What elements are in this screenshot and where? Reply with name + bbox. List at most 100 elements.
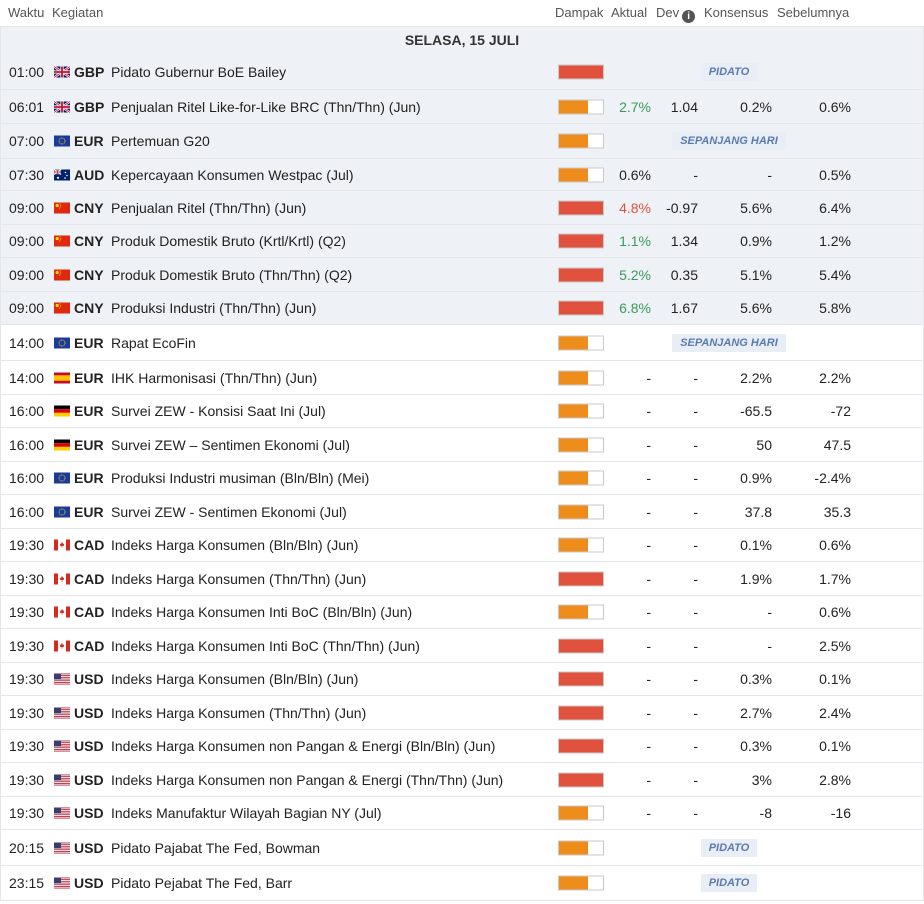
table-row[interactable]: 19:30 USD Indeks Harga Konsumen (Bln/Bln) … (0, 663, 924, 696)
previous-value: 0.1% (819, 671, 851, 687)
event-name[interactable]: Indeks Harga Konsumen (Bln/Bln) (Jun) (111, 537, 359, 553)
table-row[interactable]: 09:00 CNY Penjualan Ritel (Thn/Thn) (Jun) 4… (0, 191, 924, 225)
table-row[interactable]: 16:00 EUR Produksi Industri musiman (Bln/B… (0, 462, 924, 495)
table-row[interactable]: 19:30 CAD Indeks Harga Konsumen (Bln/Bln) … (0, 529, 924, 562)
table-row[interactable]: 19:30 CAD Indeks Harga Konsumen Inti BoC (… (0, 596, 924, 629)
event-time: 20:15 (9, 839, 45, 856)
event-name[interactable]: Rapat EcoFin (111, 334, 196, 351)
table-row[interactable]: 14:00 EUR Rapat EcoFin SEPANJANG HARI (0, 325, 924, 361)
currency-code: GBP (74, 63, 105, 80)
impact-fill (559, 65, 603, 78)
event-time: 19:30 (9, 637, 45, 654)
deviation-value: - (693, 771, 698, 788)
table-row[interactable]: 19:30 CAD Indeks Harga Konsumen (Thn/Thn) … (0, 562, 924, 596)
event-name[interactable]: Penjualan Ritel (Thn/Thn) (Jun) (111, 199, 307, 216)
table-row[interactable]: 19:30 USD Indeks Manufaktur Wilayah Bagian… (0, 797, 924, 830)
table-row[interactable]: 16:00 EUR Survei ZEW - Konsisi Saat Ini (J… (0, 395, 924, 428)
currency-code: AUD (74, 166, 105, 183)
table-row[interactable]: 06:01 GBP Penjualan Ritel Like-for-Like BR… (0, 90, 924, 124)
event-name[interactable]: Indeks Harga Konsumen Inti BoC (Bln/Bln)… (111, 604, 413, 620)
event-name[interactable]: Indeks Harga Konsumen (Thn/Thn) (Jun) (111, 704, 367, 721)
consensus-value: 0.1% (740, 537, 772, 553)
table-row[interactable]: 09:00 CNY Produksi Industri (Thn/Thn) (Jun… (0, 292, 924, 325)
event-name[interactable]: Produk Domestik Bruto (Krtl/Krtl) (Q2) (111, 233, 346, 249)
event-name[interactable]: Indeks Harga Konsumen non Pangan & Energ… (111, 771, 504, 788)
flag-eu-icon (54, 135, 70, 147)
table-row[interactable]: 16:00 EUR Survei ZEW - Sentimen Ekonomi (J… (0, 495, 924, 529)
deviation-value: - (693, 436, 698, 453)
event-name[interactable]: Survei ZEW - Sentimen Ekonomi (Jul) (111, 503, 347, 520)
event-name[interactable]: Penjualan Ritel Like-for-Like BRC (Thn/T… (111, 98, 421, 115)
currency-code: USD (74, 738, 104, 754)
consensus-value: -8 (759, 805, 772, 821)
table-row[interactable]: 19:30 CAD Indeks Harga Konsumen Inti BoC (… (0, 629, 924, 663)
flag-ca-icon (54, 606, 70, 618)
deviation-value: - (693, 604, 698, 620)
currency-code: USD (74, 671, 104, 687)
date-header: SELASA, 15 JULI (0, 26, 924, 54)
event-time: 09:00 (9, 300, 45, 316)
flag-gb-icon (54, 66, 70, 77)
actual-value: - (646, 671, 651, 687)
event-name[interactable]: Survei ZEW – Sentimen Ekonomi (Jul) (111, 436, 350, 453)
event-name[interactable]: Indeks Harga Konsumen (Thn/Thn) (Jun) (111, 570, 367, 587)
deviation-value: 1.34 (670, 233, 698, 249)
consensus-value: - (767, 604, 772, 620)
event-name[interactable]: Produk Domestik Bruto (Thn/Thn) (Q2) (111, 266, 353, 283)
table-row[interactable]: 01:00 GBP Pidato Gubernur BoE Bailey PIDATO (0, 54, 924, 90)
event-name[interactable]: Pidato Gubernur BoE Bailey (111, 63, 287, 80)
col-previous[interactable]: Sebelumnya (777, 5, 850, 20)
currency-code: CAD (74, 604, 105, 620)
table-row[interactable]: 19:30 USD Indeks Harga Konsumen non Pangan… (0, 763, 924, 797)
col-consensus[interactable]: Konsensus (704, 5, 769, 20)
event-name[interactable]: Pertemuan G20 (111, 133, 210, 149)
table-row[interactable]: 07:30 AUD Kepercayaan Konsumen Westpac (Ju… (0, 159, 924, 191)
event-name[interactable]: Kepercayaan Konsumen Westpac (Jul) (111, 166, 354, 183)
event-name[interactable]: Indeks Harga Konsumen Inti BoC (Thn/Thn)… (111, 637, 420, 654)
table-row[interactable]: 20:15 USD Pidato Pajabat The Fed, Bowman PI… (0, 830, 924, 866)
table-row[interactable]: 23:15 USD Pidato Pejabat The Fed, Barr PIDA… (0, 866, 924, 901)
event-time: 14:00 (9, 369, 45, 386)
col-time[interactable]: Waktu (8, 5, 45, 20)
table-row[interactable]: 09:00 CNY Produk Domestik Bruto (Thn/Thn) … (0, 258, 924, 292)
event-name[interactable]: Survei ZEW - Konsisi Saat Ini (Jul) (111, 403, 326, 419)
table-row[interactable]: 14:00 EUR IHK Harmonisasi (Thn/Thn) (Jun) -… (0, 361, 924, 395)
consensus-value: 5.6% (740, 199, 772, 216)
col-event[interactable]: Kegiatan (52, 5, 104, 20)
currency-code: CNY (74, 300, 104, 316)
event-name[interactable]: IHK Harmonisasi (Thn/Thn) (Jun) (111, 369, 318, 386)
table-row[interactable]: 16:00 EUR Survei ZEW – Sentimen Ekonomi (J… (0, 428, 924, 462)
table-row[interactable]: 09:00 CNY Produk Domestik Bruto (Krtl/Krtl… (0, 225, 924, 258)
flag-eu-icon (54, 337, 70, 348)
deviation-value: - (693, 671, 698, 687)
event-name[interactable]: Pidato Pajabat The Fed, Bowman (111, 839, 321, 856)
deviation-value: 0.35 (670, 266, 698, 283)
table-row[interactable]: 07:00 EUR Pertemuan G20 SEPANJANG HARI (0, 124, 924, 159)
table-row[interactable]: 19:30 USD Indeks Harga Konsumen (Thn/Thn) … (0, 696, 924, 730)
col-impact[interactable]: Dampak (555, 5, 604, 20)
table-row[interactable]: 19:30 USD Indeks Harga Konsumen non Pangan… (0, 730, 924, 763)
event-type-badge: SEPANJANG HARI (672, 333, 786, 352)
impact-fill (559, 572, 603, 585)
event-name[interactable]: Indeks Harga Konsumen non Pangan & Energ… (111, 738, 496, 754)
col-actual[interactable]: Aktual (611, 5, 648, 20)
event-time: 09:00 (9, 266, 45, 283)
event-name[interactable]: Produksi Industri (Thn/Thn) (Jun) (111, 300, 317, 316)
event-time: 19:30 (9, 704, 45, 721)
col-dev[interactable]: Dev i (656, 5, 696, 23)
flag-ca-icon (54, 640, 70, 651)
actual-value: - (646, 704, 651, 721)
event-name[interactable]: Indeks Harga Konsumen (Bln/Bln) (Jun) (111, 671, 359, 687)
consensus-value: 2.7% (740, 704, 772, 721)
impact-indicator (558, 335, 604, 350)
actual-value: 5.2% (619, 266, 651, 283)
event-name[interactable]: Produksi Industri musiman (Bln/Bln) (Mei… (111, 470, 370, 486)
event-name[interactable]: Indeks Manufaktur Wilayah Bagian NY (Jul… (111, 805, 382, 821)
currency-code: EUR (74, 436, 104, 453)
previous-value: 1.2% (819, 233, 851, 249)
impact-fill (559, 371, 589, 384)
info-icon[interactable]: i (682, 10, 696, 23)
impact-fill (559, 404, 589, 418)
event-name[interactable]: Pidato Pejabat The Fed, Barr (111, 875, 293, 891)
event-time: 09:00 (9, 199, 45, 216)
